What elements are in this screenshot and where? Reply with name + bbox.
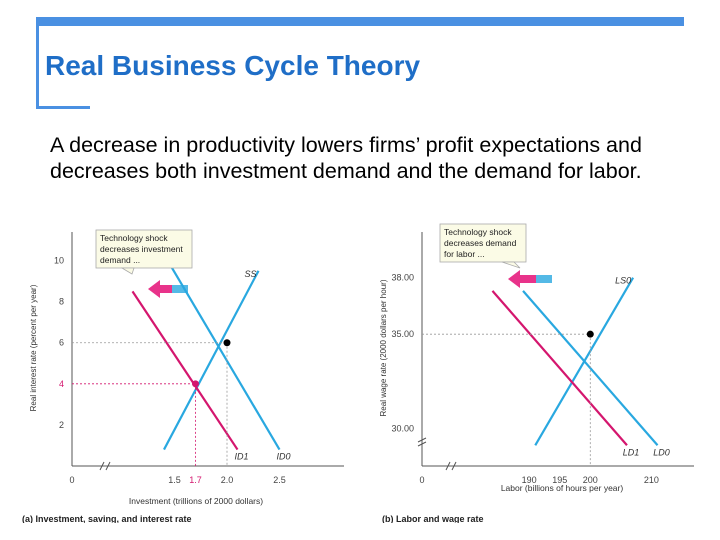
series-label: LS0 <box>615 276 631 286</box>
x-tick-label: 0 <box>69 475 74 485</box>
chart-caption: (a) Investment, saving, and interest rat… <box>22 514 192 523</box>
y-tick-label: 4 <box>59 379 64 389</box>
y-axis-label: Real wage rate (2000 dollars per hour) <box>379 279 388 416</box>
x-axis-label: Investment (trillions of 2000 dollars) <box>129 496 263 506</box>
y-tick-label: 2 <box>59 420 64 430</box>
chart-caption: (b) Labor and wage rate <box>382 514 484 523</box>
x-tick-label: 210 <box>644 475 659 485</box>
x-axis-break <box>99 461 111 471</box>
callout-text: Technology shock <box>444 227 512 237</box>
y-tick-label: 30.00 <box>391 423 414 433</box>
shift-arrow-tail <box>172 285 188 293</box>
equilibrium-point <box>223 339 231 347</box>
y-axis-label: Real interest rate (percent per year) <box>29 284 38 411</box>
series-line-id0 <box>163 253 281 451</box>
callout-text: Technology shock <box>100 233 168 243</box>
callout-pointer <box>120 267 135 275</box>
callout-text: for labor ... <box>444 249 485 259</box>
shift-arrow-shaft <box>516 275 536 283</box>
series-line-id1 <box>131 290 239 451</box>
callout-pointer <box>501 261 521 269</box>
series-line-ld1 <box>491 290 628 447</box>
accent-bar-bottom <box>36 106 90 109</box>
slide-title: Real Business Cycle Theory <box>45 50 421 81</box>
x-tick-label: 190 <box>522 475 537 485</box>
callout-box <box>95 229 193 269</box>
callout-box <box>439 223 527 263</box>
x-tick-label: 195 <box>552 475 567 485</box>
callout-text: decreases demand <box>444 238 517 248</box>
equilibrium-point <box>192 380 199 388</box>
series-label: ID0 <box>276 452 290 462</box>
y-tick-label: 35.00 <box>391 329 414 339</box>
y-tick-label: 38.00 <box>391 273 414 283</box>
shift-arrow-tail <box>536 275 552 283</box>
x-axis-label: Labor (billions of hours per year) <box>501 483 624 493</box>
callout-text: demand ... <box>100 255 140 265</box>
callout-text: decreases investment <box>100 244 183 254</box>
series-label: SS <box>244 269 256 279</box>
slide-body-text: A decrease in productivity lowers firms’… <box>50 133 642 183</box>
x-tick-label: 200 <box>583 475 598 485</box>
series-line-ss <box>163 270 260 451</box>
x-tick-label: 1.5 <box>168 475 181 485</box>
y-tick-label: 8 <box>59 297 64 307</box>
series-label: LD0 <box>653 447 670 457</box>
accent-bar-left <box>36 26 39 106</box>
y-axis-break <box>417 437 427 447</box>
investment-chart: 0 1.5 1.7 2.0 2.5 2 4 6 8 10 Investment (trillions… <box>22 229 344 523</box>
series-label: LD1 <box>623 447 640 457</box>
x-tick-label: 1.7 <box>189 475 202 485</box>
y-tick-label: 10 <box>54 256 64 266</box>
labor-chart: 0 190 195 200 210 30.00 35.00 38.00 Labor (billi… <box>379 223 694 523</box>
shift-arrow-head <box>508 270 520 288</box>
accent-bar-top <box>36 17 684 26</box>
shift-arrow-head <box>148 280 160 298</box>
x-axis-break <box>445 461 457 471</box>
x-tick-label: 2.0 <box>221 475 234 485</box>
x-tick-label: 2.5 <box>273 475 286 485</box>
x-tick-label: 0 <box>419 475 424 485</box>
shift-arrow-shaft <box>156 285 172 293</box>
y-tick-label: 6 <box>59 338 64 348</box>
equilibrium-point <box>586 330 594 338</box>
series-label: ID1 <box>234 452 248 462</box>
